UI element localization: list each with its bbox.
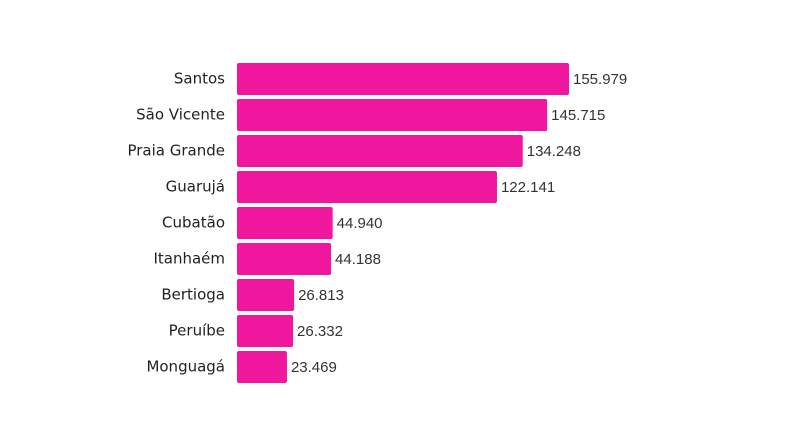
bar bbox=[237, 207, 333, 239]
category-label: Itanhaém bbox=[153, 250, 225, 268]
bar bbox=[237, 315, 294, 347]
value-label: 23.469 bbox=[291, 359, 337, 376]
category-label: Guarujá bbox=[166, 178, 225, 196]
category-label: Bertioga bbox=[161, 286, 225, 304]
category-label: Santos bbox=[174, 70, 225, 88]
category-label: São Vicente bbox=[136, 106, 225, 124]
bar bbox=[237, 279, 295, 311]
category-label: Cubatão bbox=[162, 214, 225, 232]
bar bbox=[237, 171, 497, 203]
bar bbox=[237, 99, 548, 131]
value-label: 44.940 bbox=[337, 215, 383, 232]
value-label: 134.248 bbox=[527, 143, 581, 160]
value-label: 145.715 bbox=[551, 107, 605, 124]
bar bbox=[237, 135, 523, 167]
value-label: 26.332 bbox=[297, 323, 343, 340]
category-label: Monguagá bbox=[146, 358, 225, 376]
value-label: 44.188 bbox=[335, 251, 381, 268]
value-label: 26.813 bbox=[298, 287, 344, 304]
category-label: Peruíbe bbox=[169, 322, 225, 340]
bar bbox=[237, 63, 569, 95]
category-label: Praia Grande bbox=[127, 142, 225, 160]
bar bbox=[237, 243, 332, 275]
value-label: 155.979 bbox=[573, 71, 627, 88]
bar bbox=[237, 351, 287, 383]
value-label: 122.141 bbox=[501, 179, 555, 196]
